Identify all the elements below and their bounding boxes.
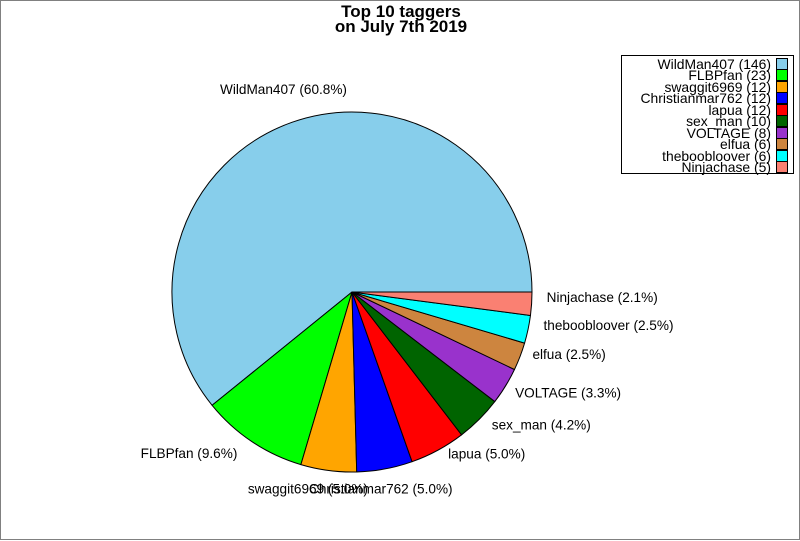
- svg-text:lapua (5.0%): lapua (5.0%): [448, 447, 525, 462]
- svg-text:WildMan407 (60.8%): WildMan407 (60.8%): [220, 82, 347, 97]
- svg-text:theboobloover (2.5%): theboobloover (2.5%): [544, 318, 674, 333]
- svg-text:VOLTAGE (3.3%): VOLTAGE (3.3%): [515, 385, 621, 400]
- svg-text:FLBPfan (9.6%): FLBPfan (9.6%): [141, 446, 238, 461]
- svg-text:Christianmar762 (5.0%): Christianmar762 (5.0%): [309, 482, 453, 497]
- svg-text:sex_man (4.2%): sex_man (4.2%): [492, 418, 591, 433]
- svg-text:elfua (2.5%): elfua (2.5%): [532, 347, 605, 362]
- svg-text:Ninjachase (2.1%): Ninjachase (2.1%): [547, 290, 658, 305]
